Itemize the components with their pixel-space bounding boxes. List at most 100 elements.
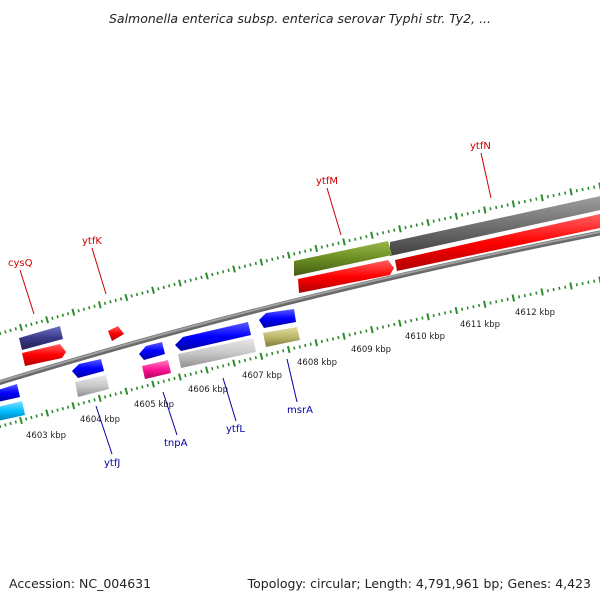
minor-tick bbox=[265, 258, 268, 263]
major-tick bbox=[511, 200, 516, 208]
minor-tick bbox=[564, 191, 567, 195]
minor-tick bbox=[4, 330, 7, 334]
major-tick bbox=[71, 402, 76, 410]
minor-tick bbox=[587, 280, 590, 284]
gene-arrow-partial[interactable] bbox=[0, 384, 20, 402]
minor-tick bbox=[415, 317, 418, 321]
minor-tick bbox=[500, 298, 503, 303]
minor-tick bbox=[320, 339, 323, 344]
minor-tick bbox=[4, 423, 7, 427]
minor-tick bbox=[518, 201, 521, 205]
minor-tick bbox=[404, 320, 407, 324]
minor-tick bbox=[518, 295, 521, 299]
minor-tick bbox=[173, 282, 176, 287]
minor-tick bbox=[472, 210, 475, 215]
gene-block-gray[interactable] bbox=[178, 338, 256, 368]
major-tick bbox=[483, 300, 487, 308]
minor-tick bbox=[466, 212, 469, 216]
major-tick bbox=[232, 265, 236, 273]
gene-arrow-ytfM[interactable] bbox=[298, 260, 394, 293]
minor-tick bbox=[93, 398, 96, 402]
minor-tick bbox=[575, 283, 578, 287]
reverse-genes bbox=[0, 309, 300, 421]
minor-tick bbox=[130, 294, 133, 298]
minor-tick bbox=[14, 327, 17, 331]
minor-tick bbox=[51, 409, 54, 414]
minor-tick bbox=[309, 248, 312, 252]
minor-tick bbox=[238, 360, 241, 364]
minor-tick bbox=[119, 390, 123, 395]
gene-block-cyan[interactable] bbox=[0, 401, 25, 421]
backbone bbox=[0, 230, 600, 386]
minor-tick bbox=[227, 268, 230, 273]
minor-tick bbox=[243, 264, 247, 268]
gene-block-pink[interactable] bbox=[142, 360, 171, 379]
minor-tick bbox=[415, 223, 418, 227]
gene-label-msrA[interactable]: msrA bbox=[287, 405, 313, 416]
gene-block-khaki[interactable] bbox=[263, 327, 300, 347]
gene-label-ytfL[interactable]: ytfL bbox=[226, 424, 245, 435]
scale-label: 4606 kbp bbox=[188, 385, 228, 395]
gene-label-tnpA[interactable]: tnpA bbox=[164, 438, 188, 449]
minor-tick bbox=[293, 252, 296, 256]
genome-title: Salmonella enterica subsp. enterica sero… bbox=[108, 11, 492, 26]
minor-tick bbox=[25, 417, 28, 421]
minor-tick bbox=[460, 307, 464, 311]
minor-tick bbox=[222, 364, 225, 368]
gene-label-ytfK[interactable]: ytfK bbox=[82, 236, 102, 247]
minor-tick bbox=[523, 293, 526, 298]
minor-tick bbox=[365, 329, 368, 333]
major-tick bbox=[259, 352, 264, 360]
gene-arrow-ytfL[interactable] bbox=[175, 322, 251, 351]
major-tick bbox=[286, 251, 291, 259]
gene-arrow-msrA[interactable] bbox=[259, 309, 296, 328]
minor-tick bbox=[376, 326, 379, 330]
minor-tick bbox=[211, 366, 214, 371]
major-tick bbox=[370, 325, 374, 334]
gene-label-ytfJ[interactable]: ytfJ bbox=[104, 458, 120, 469]
major-tick bbox=[124, 387, 129, 395]
gene-arrow-cysQ[interactable] bbox=[22, 344, 66, 366]
minor-tick bbox=[410, 319, 413, 323]
minor-tick bbox=[337, 241, 340, 245]
minor-tick bbox=[141, 385, 144, 389]
gene-arrow-ytfK[interactable] bbox=[108, 326, 124, 341]
minor-tick bbox=[189, 372, 192, 376]
minor-tick bbox=[404, 225, 407, 230]
major-tick bbox=[259, 258, 264, 266]
minor-tick bbox=[109, 300, 112, 304]
minor-tick bbox=[381, 325, 385, 329]
scale-label: 4604 kbp bbox=[80, 415, 120, 425]
gene-label-cysQ[interactable]: cysQ bbox=[8, 258, 33, 269]
minor-tick bbox=[443, 217, 447, 221]
gene-label-ytfM[interactable]: ytfM bbox=[316, 176, 338, 187]
minor-tick bbox=[276, 256, 279, 260]
gene-block-gray[interactable] bbox=[75, 375, 109, 397]
gene-block-navy[interactable] bbox=[19, 326, 63, 350]
gene-label-ytfN[interactable]: ytfN bbox=[470, 141, 491, 152]
gene-block-gray[interactable] bbox=[390, 195, 600, 256]
minor-tick bbox=[271, 351, 274, 356]
minor-tick bbox=[331, 337, 335, 341]
minor-tick bbox=[114, 298, 117, 303]
gene-arrow-tnpA[interactable] bbox=[139, 342, 165, 360]
minor-tick bbox=[348, 238, 351, 243]
minor-tick bbox=[337, 335, 340, 340]
gene-arrow-ytfN[interactable] bbox=[395, 214, 600, 271]
minor-tick bbox=[478, 303, 481, 308]
gene-arrow-ytfJ[interactable] bbox=[72, 359, 104, 378]
major-tick bbox=[540, 194, 544, 202]
minor-tick bbox=[359, 236, 362, 240]
minor-tick bbox=[146, 289, 149, 294]
minor-tick bbox=[271, 257, 274, 261]
minor-tick bbox=[184, 279, 187, 284]
major-tick bbox=[426, 313, 430, 321]
scale-label: 4605 kbp bbox=[134, 400, 174, 410]
minor-tick bbox=[135, 386, 139, 391]
gene-block-olive[interactable] bbox=[294, 241, 392, 276]
minor-tick bbox=[443, 311, 447, 315]
minor-tick bbox=[66, 405, 70, 409]
minor-tick bbox=[506, 203, 509, 207]
minor-tick bbox=[88, 399, 91, 404]
